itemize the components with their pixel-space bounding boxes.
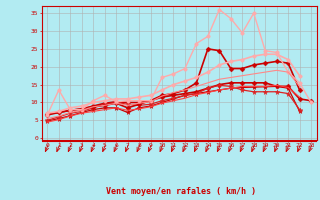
- Text: Vent moyen/en rafales ( km/h ): Vent moyen/en rafales ( km/h ): [106, 187, 256, 196]
